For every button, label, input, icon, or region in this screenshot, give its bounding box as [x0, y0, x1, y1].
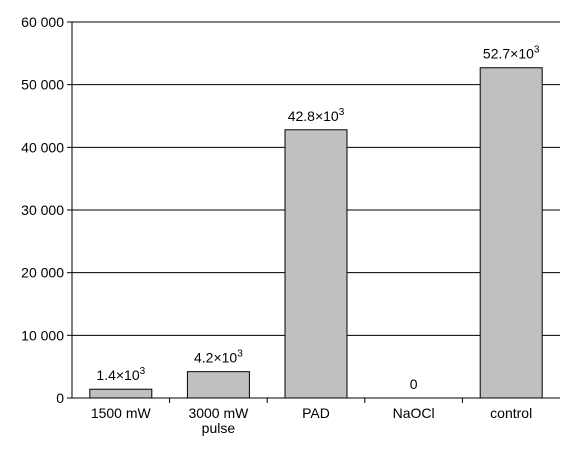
data-label-mantissa: 0: [410, 376, 418, 392]
x-tick-label: PAD: [302, 405, 330, 421]
x-tick-label-line: 1500 mW: [91, 405, 152, 421]
bar: [284, 129, 348, 399]
y-tick-label: 60 000: [21, 14, 64, 30]
data-label-mantissa: 42.8×10: [288, 108, 339, 124]
x-tick-labels: 1500 mW 3000 mW pulse PAD NaOCl control: [91, 405, 532, 436]
y-tick-labels: 0 10 000 20 000 30 000 40 000 50 000 60 000: [21, 14, 64, 406]
y-tick-label: 30 000: [21, 202, 64, 218]
y-tick-label: 10 000: [21, 327, 64, 343]
x-tick-label: 1500 mW: [91, 405, 152, 421]
x-tick-label: 3000 mW pulse: [188, 405, 249, 436]
data-label-exponent: 3: [140, 366, 146, 377]
data-label: 0: [410, 376, 418, 392]
data-label-mantissa: 4.2×10: [194, 350, 237, 366]
x-tick-label-line: NaOCl: [393, 405, 435, 421]
x-tick-label: control: [490, 405, 532, 421]
data-label-exponent: 3: [534, 45, 540, 56]
y-tick-label: 20 000: [21, 265, 64, 281]
x-tick-label-line: pulse: [202, 420, 236, 436]
x-tick-label-line: control: [490, 405, 532, 421]
data-label-exponent: 3: [237, 349, 243, 360]
y-tick-label: 50 000: [21, 77, 64, 93]
axes: [67, 21, 560, 403]
data-label: 42.8×103: [288, 107, 345, 124]
data-label-mantissa: 52.7×10: [483, 46, 534, 62]
data-label: 1.4×103: [96, 366, 145, 383]
x-tick-label-line: 3000 mW: [188, 405, 249, 421]
data-label: 52.7×103: [483, 45, 540, 62]
bar: [89, 388, 153, 399]
bar: [479, 67, 543, 399]
data-label-mantissa: 1.4×10: [96, 367, 139, 383]
bars: [89, 67, 543, 399]
data-label-exponent: 3: [339, 107, 345, 118]
bar: [186, 371, 250, 399]
x-tick-label: NaOCl: [393, 405, 435, 421]
y-tick-label: 40 000: [21, 139, 64, 155]
x-tick-label-line: PAD: [302, 405, 330, 421]
data-label: 4.2×103: [194, 349, 243, 366]
y-tick-label: 0: [56, 390, 64, 406]
